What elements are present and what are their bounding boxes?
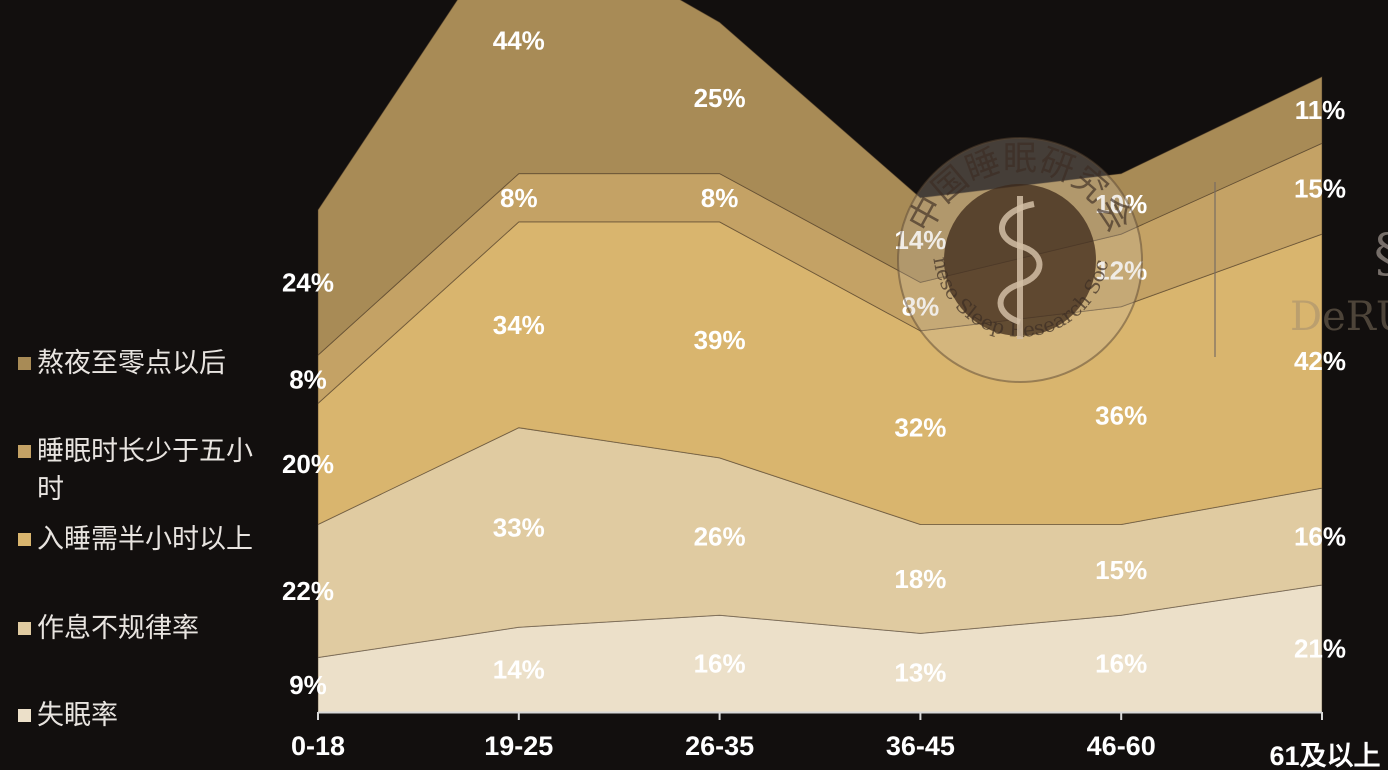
area-layers — [317, 0, 1323, 713]
legend-label: 熬夜至零点以后 — [37, 348, 226, 379]
data-label: 13% — [894, 658, 946, 688]
data-label: 8% — [289, 364, 327, 394]
data-labels: 9% 14% 16% 13% 16% 21% 22% 33% 26% 18% 15% 16% 20% 34… — [282, 26, 1346, 700]
data-label: 15% — [1294, 174, 1346, 204]
legend-label: 失眠率 — [37, 700, 118, 731]
data-label: 39% — [694, 325, 746, 355]
legend-swatch — [18, 622, 31, 635]
data-label: 15% — [1095, 555, 1147, 585]
data-label: 14% — [894, 225, 946, 255]
caduceus-icon — [997, 196, 1043, 339]
data-label: 18% — [894, 564, 946, 594]
data-label: 36% — [1095, 401, 1147, 431]
data-label: 21% — [1294, 634, 1346, 664]
legend-label: 睡眠时长少于五小时 — [37, 436, 253, 505]
legend-label: 入睡需半小时以上 — [37, 524, 253, 555]
x-tick-label: 46-60 — [1087, 731, 1156, 761]
data-label: 32% — [894, 413, 946, 443]
legend-swatch — [18, 533, 31, 546]
x-tick-label: 61及以上 — [1269, 741, 1380, 770]
legend-item-short-sleep: 睡眠时长少于五小时 — [18, 433, 278, 509]
x-tick-label: 0-18 — [291, 731, 345, 761]
data-label: 16% — [1095, 649, 1147, 679]
data-label: 20% — [282, 449, 334, 479]
data-label: 22% — [282, 576, 334, 606]
legend-item-insomnia: 失眠率 — [18, 697, 118, 735]
data-label: 44% — [493, 26, 545, 56]
legend-swatch — [18, 445, 31, 458]
data-label: 8% — [701, 183, 739, 213]
data-label: 8% — [500, 183, 538, 213]
legend-item-irregular-schedule: 作息不规律率 — [18, 610, 199, 648]
data-label: 25% — [694, 83, 746, 113]
brand-watermark: § DeRU — [1214, 182, 1388, 357]
x-tick-label: 26-35 — [685, 731, 754, 761]
x-tick-label: 36-45 — [886, 731, 955, 761]
brand-watermark-text: DeRU — [1290, 294, 1388, 340]
data-label: 11% — [1295, 95, 1346, 125]
data-label: 34% — [493, 310, 545, 340]
watermark-divider — [1214, 182, 1216, 357]
legend-item-staying-up-late: 熬夜至零点以后 — [18, 345, 226, 383]
data-label: 26% — [694, 522, 746, 552]
legend-swatch — [18, 357, 31, 370]
legend-item-slow-onset: 入睡需半小时以上 — [18, 521, 253, 559]
data-label: 24% — [282, 267, 334, 297]
data-label: 12% — [1095, 255, 1147, 285]
brand-logo-icon: § — [1374, 224, 1388, 284]
x-tick-label: 19-25 — [484, 731, 553, 761]
area-series-4 — [317, 0, 1323, 357]
data-label: 16% — [1294, 522, 1346, 552]
legend-swatch — [18, 709, 31, 722]
data-label: 16% — [694, 649, 746, 679]
society-seal-watermark: 中国睡眠研究会 Chinese Sleep Research Society — [894, 134, 1143, 383]
data-label: 10% — [1095, 189, 1147, 219]
data-label: 33% — [493, 513, 545, 543]
data-label: 42% — [1294, 346, 1346, 376]
data-label: 9% — [289, 670, 327, 700]
legend-label: 作息不规律率 — [37, 613, 199, 644]
data-label: 14% — [493, 655, 545, 685]
